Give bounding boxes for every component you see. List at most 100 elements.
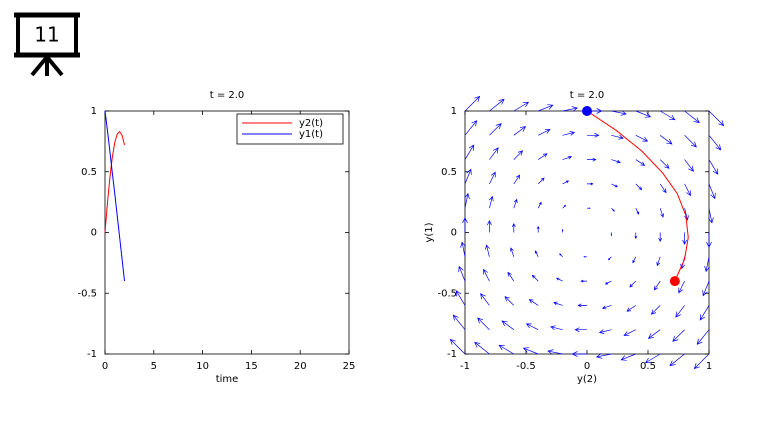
quiver-arrow <box>528 299 539 306</box>
quiver-arrow <box>483 268 490 282</box>
quiver-arrow <box>464 144 475 160</box>
line-series <box>586 110 689 282</box>
quiver-arrow <box>684 110 700 124</box>
y-tick-label: 1 <box>91 106 97 117</box>
y-tick-label: -1 <box>447 349 457 360</box>
quiver-arrow <box>553 301 563 306</box>
quiver-arrow <box>455 290 466 306</box>
quiver-arrow <box>696 329 710 345</box>
quiver-arrow <box>531 274 539 282</box>
quiver-arrow <box>489 123 502 136</box>
quiver-arrow <box>610 232 613 237</box>
quiver-arrow <box>464 120 478 136</box>
quiver-arrow <box>498 344 514 355</box>
quiver-arrow <box>562 155 573 160</box>
quiver-arrow <box>587 182 594 186</box>
quiver-arrow <box>538 104 554 112</box>
quiver-arrow <box>460 241 466 257</box>
x-axis-label: y(2) <box>577 374 597 385</box>
quiver-arrow <box>658 232 663 243</box>
quiver-arrow <box>635 208 640 215</box>
quiver-arrow <box>684 208 689 221</box>
quiver-arrow <box>708 183 716 200</box>
quiver-arrow <box>487 220 492 233</box>
quiver-arrow <box>656 256 661 267</box>
quiver-arrow <box>708 110 725 127</box>
quiver-arrow <box>693 353 710 370</box>
quiver-arrow <box>587 207 591 210</box>
quiver-arrow <box>678 280 685 294</box>
quiver-arrow <box>660 110 676 121</box>
quiver-arrow <box>699 305 710 321</box>
y-tick-label: -0.5 <box>77 288 97 299</box>
x-tick-label: -1 <box>460 361 470 372</box>
y-tick-label: -0.5 <box>437 288 457 299</box>
quiver-arrow <box>464 168 472 185</box>
y-tick-label: 1 <box>451 106 457 117</box>
quiver-arrow <box>488 195 494 209</box>
quiver-arrow <box>595 353 612 359</box>
quiver-arrow <box>629 280 637 288</box>
y-tick-label: 0 <box>91 228 97 239</box>
quiver-arrow <box>647 329 661 339</box>
quiver-arrow <box>635 134 649 142</box>
quiver-arrow <box>501 320 515 330</box>
chart-title: t = 2.0 <box>570 90 605 101</box>
quiver-arrow <box>601 305 612 310</box>
quiver-arrow <box>537 177 545 185</box>
quiver-arrow <box>556 277 563 282</box>
x-tick-label: 0.5 <box>640 361 656 372</box>
quiver-arrow <box>607 256 612 261</box>
quiver-arrow <box>534 250 539 257</box>
x-tick-label: 15 <box>245 361 258 372</box>
quiver-arrow <box>632 256 637 264</box>
quiver-arrow <box>611 183 618 188</box>
quiver-arrow <box>684 159 694 172</box>
quiver-arrow <box>571 351 587 357</box>
quiver-arrow <box>659 208 664 218</box>
quiver-arrow <box>550 325 563 331</box>
plot-area <box>464 110 710 355</box>
y-axis-label: y(1) <box>424 222 435 242</box>
quiver-arrow <box>577 303 587 308</box>
quiver-arrow <box>611 134 624 140</box>
quiver-arrow <box>477 317 490 330</box>
legend-label: y2(t) <box>299 118 323 129</box>
quiver-arrow <box>537 201 542 209</box>
x-axis-label: time <box>216 374 239 385</box>
quiver-arrow <box>626 305 636 312</box>
trajectory-point <box>582 106 592 116</box>
quiver-arrow <box>682 232 687 245</box>
quiver-arrow <box>536 225 540 233</box>
quiver-arrow <box>659 159 670 169</box>
x-tick-label: 20 <box>294 361 307 372</box>
quiver-arrow <box>464 192 470 209</box>
quiver-arrow <box>562 106 579 112</box>
quiver-arrow <box>653 280 661 291</box>
quiver-arrow <box>525 323 539 331</box>
quiver-arrow <box>669 353 685 367</box>
quiver-arrow <box>644 353 661 364</box>
quiver-arrow <box>507 271 515 282</box>
quiver-arrow <box>485 244 490 257</box>
quiver-arrow <box>635 183 643 191</box>
quiver-arrow <box>513 174 521 185</box>
trajectory-point <box>669 276 680 287</box>
quiver-arrow <box>659 135 673 145</box>
quiver-arrow <box>604 280 612 285</box>
quiver-arrow <box>659 183 667 194</box>
quiver-arrow <box>489 98 505 112</box>
quiver-arrow <box>510 247 515 257</box>
quiver-arrow <box>672 329 685 342</box>
quiver-arrow <box>464 95 481 112</box>
quiver-arrow <box>522 347 539 355</box>
quiver-arrow <box>706 232 712 248</box>
quiver-arrow <box>561 228 564 233</box>
chart-title: t = 2.0 <box>210 90 245 101</box>
quiver-arrow <box>489 171 496 185</box>
quiver-field <box>449 95 725 370</box>
y-tick-label: 0.5 <box>81 167 97 178</box>
quiver-arrow <box>449 338 466 355</box>
line-series <box>104 110 126 282</box>
